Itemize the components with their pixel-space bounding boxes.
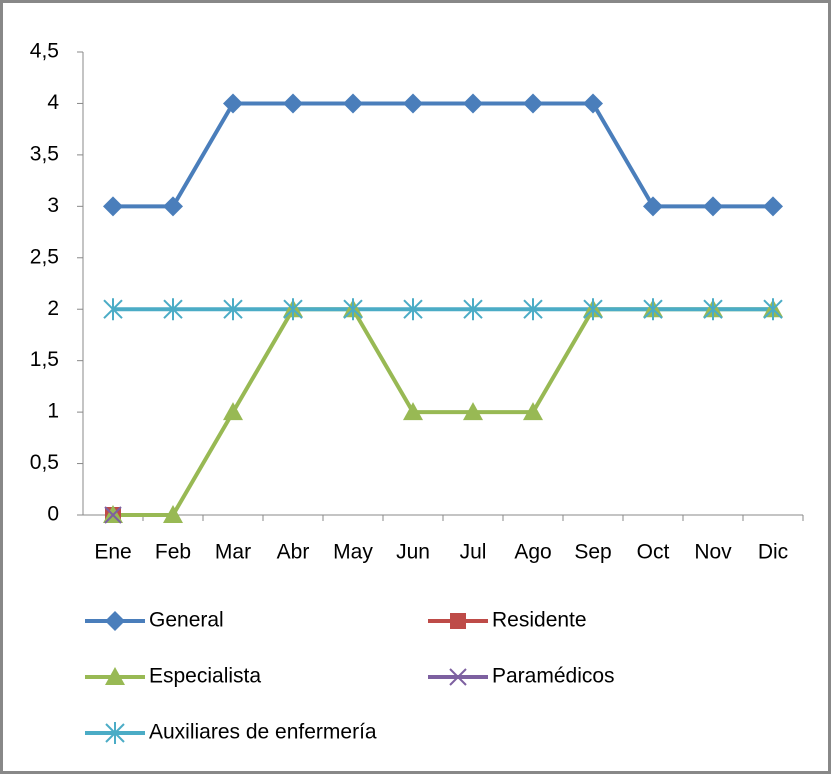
x-tick-label: Ago — [514, 541, 551, 564]
data-point — [643, 298, 663, 321]
data-point — [583, 298, 603, 321]
data-point — [463, 93, 483, 114]
y-tick-label: 1 — [47, 400, 59, 423]
y-tick-label: 0,5 — [30, 451, 59, 474]
legend-label: Paramédicos — [492, 665, 615, 688]
data-point — [223, 402, 243, 421]
x-tick-label: Abr — [277, 541, 310, 564]
y-tick-label: 3 — [47, 194, 59, 217]
data-point — [103, 196, 123, 217]
y-tick-label: 0 — [47, 503, 59, 526]
x-tick-label: Sep — [574, 541, 611, 564]
data-point — [103, 298, 123, 321]
x-tick-label: Mar — [215, 541, 251, 564]
data-point — [463, 298, 483, 321]
data-point — [703, 196, 723, 217]
x-tick-label: Jul — [460, 541, 487, 564]
y-tick-label: 4 — [47, 91, 59, 114]
x-tick-label: Feb — [155, 541, 191, 564]
data-point — [643, 196, 663, 217]
data-point — [703, 298, 723, 321]
data-point — [523, 402, 543, 421]
data-point — [343, 298, 363, 321]
data-point — [343, 93, 363, 114]
x-tick-label: May — [333, 541, 373, 564]
y-tick-label: 2 — [47, 297, 59, 320]
y-tick-label: 3,5 — [30, 142, 59, 165]
legend-label: Especialista — [149, 665, 261, 688]
x-tick-label: Jun — [396, 541, 430, 564]
legend-marker — [105, 611, 125, 631]
legend-label: General — [149, 609, 224, 632]
legend-marker — [105, 667, 125, 685]
data-point — [223, 93, 243, 114]
data-point — [523, 93, 543, 114]
legend-marker — [450, 613, 466, 629]
data-point — [283, 93, 303, 114]
legend-label: Auxiliares de enfermería — [149, 721, 377, 744]
x-tick-label: Nov — [694, 541, 732, 564]
legend-label: Residente — [492, 609, 587, 632]
x-tick-label: Oct — [637, 541, 670, 564]
data-point — [223, 298, 243, 321]
y-tick-label: 2,5 — [30, 245, 59, 268]
data-point — [283, 298, 303, 321]
data-point — [403, 298, 423, 321]
data-point — [104, 506, 122, 524]
data-point — [583, 93, 603, 114]
data-point — [763, 196, 783, 217]
data-point — [163, 196, 183, 217]
data-point — [403, 402, 423, 421]
legend-marker — [449, 668, 467, 686]
x-tick-label: Ene — [94, 541, 131, 564]
data-point — [523, 298, 543, 321]
legend-marker — [105, 722, 125, 744]
data-point — [763, 298, 783, 321]
y-tick-label: 4,5 — [30, 40, 59, 63]
data-point — [163, 298, 183, 321]
data-point — [403, 93, 423, 114]
data-point — [163, 505, 183, 523]
data-point — [463, 402, 483, 421]
x-tick-label: Dic — [758, 541, 788, 564]
y-tick-label: 1,5 — [30, 348, 59, 371]
series-line — [113, 101, 773, 209]
